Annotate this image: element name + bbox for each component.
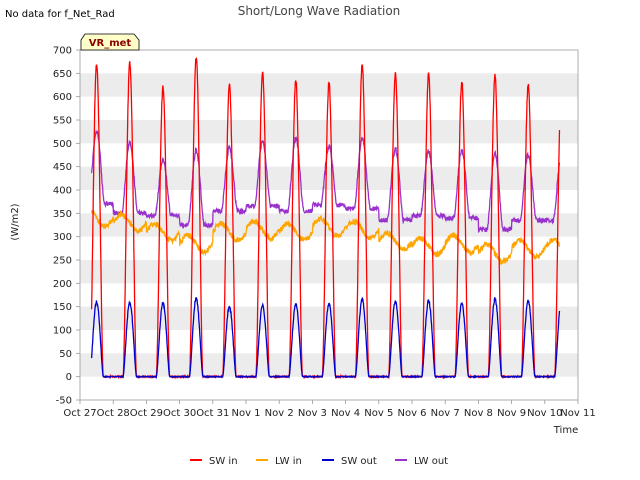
badge-box <box>80 33 140 51</box>
y-axis-ticks: -50 0 50 100 150 200 250 300 350 400 450 500 550 600 6… <box>53 46 80 407</box>
band <box>80 260 578 284</box>
no-data-text: No data for f_Net_Rad <box>5 9 115 20</box>
y-tick-label: 50 <box>59 349 72 360</box>
band <box>80 166 578 190</box>
legend-label: LW out <box>414 456 448 467</box>
legend-label: LW in <box>275 456 302 467</box>
x-tick-label: Nov 10 <box>527 408 562 419</box>
series-lw-out <box>90 129 561 233</box>
x-tick-label: Nov 11 <box>560 408 595 419</box>
y-tick-label: 400 <box>53 186 72 197</box>
x-tick-label: Nov 5 <box>364 408 393 419</box>
band <box>80 306 578 330</box>
y-tick-label: -50 <box>56 396 72 407</box>
band <box>80 353 578 377</box>
x-tick-label: Nov 2 <box>265 408 294 419</box>
x-axis-label: Time <box>553 425 578 436</box>
x-tick-label: Nov 9 <box>497 408 526 419</box>
legend-label: SW in <box>209 456 238 467</box>
series-sw-out <box>90 296 561 380</box>
band <box>80 120 578 144</box>
x-tick-label: Nov 1 <box>231 408 260 419</box>
y-axis-label: (W/m2) <box>10 203 21 240</box>
legend: SW in LW in SW out LW out <box>190 456 448 467</box>
x-tick-label: Nov 7 <box>431 408 460 419</box>
y-tick-label: 100 <box>53 326 72 337</box>
x-tick-label: Oct 27 <box>63 408 96 419</box>
y-tick-label: 600 <box>53 92 72 103</box>
plot-frame <box>79 49 579 401</box>
y-tick-label: 700 <box>53 46 72 57</box>
legend-label: SW out <box>341 456 377 467</box>
vr-met-badge: VR_met <box>80 33 140 51</box>
x-tick-label: Oct 29 <box>130 408 163 419</box>
y-tick-label: 450 <box>53 162 72 173</box>
x-tick-label: Nov 6 <box>397 408 426 419</box>
y-tick-label: 300 <box>53 232 72 243</box>
y-tick-label: 200 <box>53 279 72 290</box>
x-tick-label: Nov 8 <box>464 408 493 419</box>
x-tick-label: Oct 31 <box>196 408 229 419</box>
x-axis-ticks: Oct 27 Oct 28 Oct 29 Oct 30 Oct 31 Nov 1 Nov 2… <box>63 400 596 419</box>
x-tick-label: Oct 30 <box>163 408 196 419</box>
y-tick-label: 150 <box>53 302 72 313</box>
chart-title: Short/Long Wave Radiation <box>238 4 401 18</box>
y-tick-label: 0 <box>66 372 72 383</box>
x-tick-label: Nov 4 <box>331 408 360 419</box>
badge-label: VR_met <box>89 38 132 49</box>
x-tick-label: Nov 3 <box>298 408 327 419</box>
y-tick-label: 250 <box>53 256 72 267</box>
y-tick-label: 350 <box>53 209 72 220</box>
y-tick-label: 550 <box>53 116 72 127</box>
series-lines <box>90 57 561 380</box>
y-tick-label: 500 <box>53 139 72 150</box>
x-tick-label: Oct 28 <box>97 408 130 419</box>
y-tick-label: 650 <box>53 69 72 80</box>
